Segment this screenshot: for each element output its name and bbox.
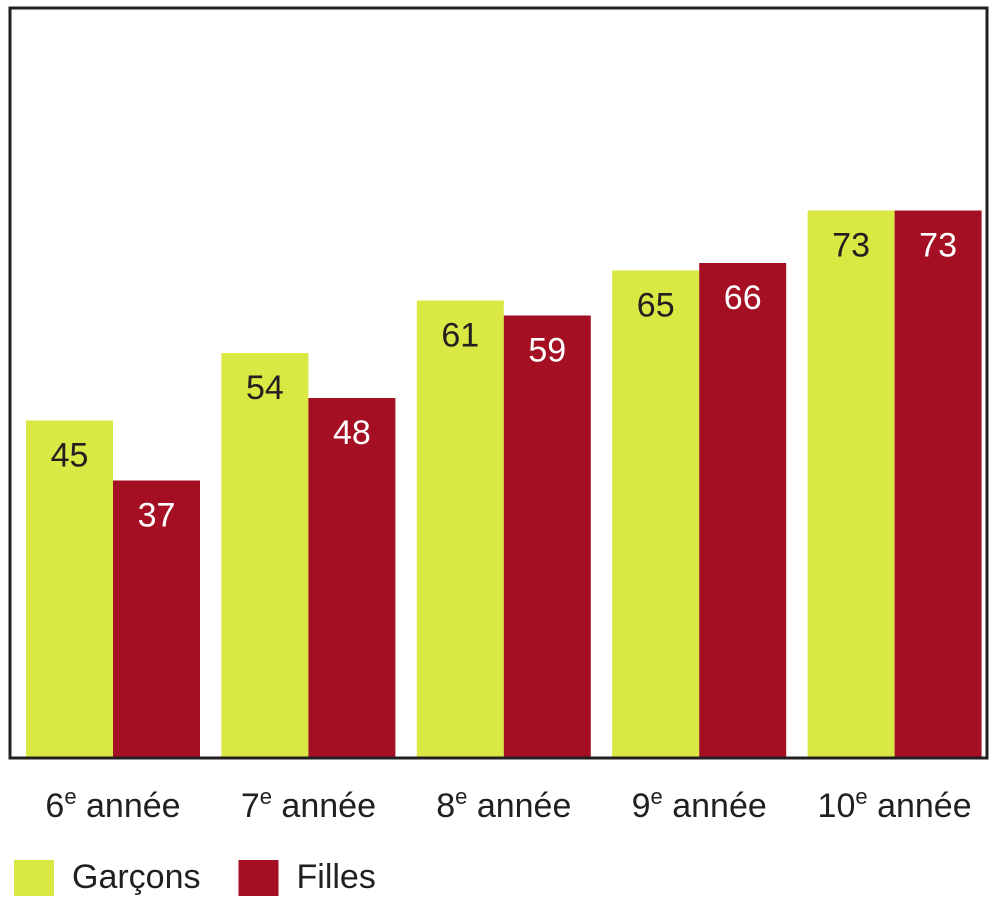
value-label: 61 bbox=[441, 316, 479, 354]
legend-label: Filles bbox=[297, 858, 376, 896]
legend-swatch bbox=[238, 860, 279, 896]
value-label: 66 bbox=[724, 279, 762, 317]
value-label: 54 bbox=[246, 369, 284, 407]
value-label: 59 bbox=[528, 331, 566, 369]
bar bbox=[503, 315, 591, 758]
value-label: 65 bbox=[637, 286, 675, 324]
x-tick-label: 9e année bbox=[632, 784, 767, 825]
value-label: 45 bbox=[51, 436, 89, 474]
plot-frame bbox=[8, 6, 989, 760]
x-tick-label: 10e année bbox=[818, 784, 972, 825]
bar bbox=[221, 353, 309, 758]
x-tick-label: 7e année bbox=[241, 784, 376, 825]
value-label: 48 bbox=[333, 414, 371, 452]
bar bbox=[894, 210, 982, 758]
bar bbox=[612, 270, 700, 758]
bar bbox=[699, 263, 787, 758]
bar bbox=[416, 300, 504, 758]
x-tick-label: 8e année bbox=[436, 784, 571, 825]
bar bbox=[308, 398, 396, 758]
bar bbox=[26, 420, 113, 758]
bar bbox=[113, 480, 200, 758]
legend-swatch bbox=[14, 860, 54, 896]
legend-label: Garçons bbox=[72, 858, 201, 896]
bar bbox=[807, 210, 895, 758]
x-tick-label: 6e année bbox=[45, 784, 180, 825]
value-label: 37 bbox=[138, 496, 176, 534]
value-label: 73 bbox=[832, 226, 870, 264]
value-label: 73 bbox=[919, 226, 957, 264]
